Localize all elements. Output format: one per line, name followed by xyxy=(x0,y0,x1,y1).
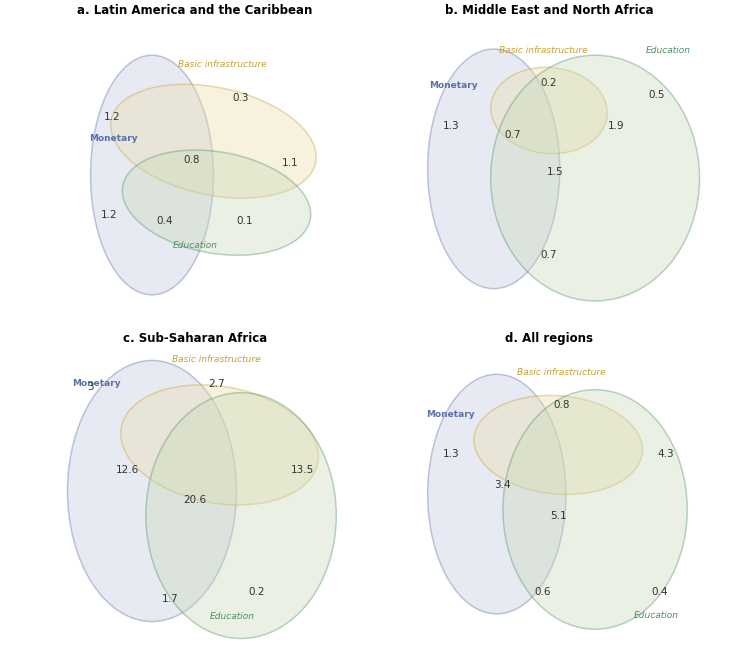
Text: 0.7: 0.7 xyxy=(504,130,520,140)
Ellipse shape xyxy=(491,67,607,153)
Ellipse shape xyxy=(503,390,687,629)
Text: 20.6: 20.6 xyxy=(184,495,207,505)
Ellipse shape xyxy=(122,150,311,255)
Text: 3.4: 3.4 xyxy=(495,480,511,490)
Text: 0.2: 0.2 xyxy=(248,588,265,597)
Ellipse shape xyxy=(121,385,318,505)
Text: 0.8: 0.8 xyxy=(553,400,570,410)
Title: b. Middle East and North Africa: b. Middle East and North Africa xyxy=(445,4,653,17)
Ellipse shape xyxy=(428,49,559,289)
Ellipse shape xyxy=(91,55,214,295)
Text: 0.2: 0.2 xyxy=(541,78,557,88)
Text: 1.1: 1.1 xyxy=(282,158,298,168)
Text: Education: Education xyxy=(173,241,217,250)
Title: d. All regions: d. All regions xyxy=(505,332,593,345)
Text: 0.1: 0.1 xyxy=(236,216,252,226)
Text: 12.6: 12.6 xyxy=(116,465,139,474)
Text: 1.9: 1.9 xyxy=(609,121,625,131)
Text: 1.2: 1.2 xyxy=(103,112,121,122)
Text: Basic infrastructure: Basic infrastructure xyxy=(498,46,587,55)
Text: 0.8: 0.8 xyxy=(184,155,200,164)
Text: Basic infrastructure: Basic infrastructure xyxy=(172,355,261,363)
Text: 1.3: 1.3 xyxy=(443,121,459,131)
Text: 1.2: 1.2 xyxy=(100,210,118,220)
Text: 0.4: 0.4 xyxy=(156,216,173,226)
Ellipse shape xyxy=(68,361,237,622)
Text: Education: Education xyxy=(645,46,690,55)
Text: 1.7: 1.7 xyxy=(162,594,179,603)
Text: 0.7: 0.7 xyxy=(541,250,557,260)
Text: Basic infrastructure: Basic infrastructure xyxy=(517,368,606,377)
Text: Basic infrastructure: Basic infrastructure xyxy=(179,60,267,69)
Title: a. Latin America and the Caribbean: a. Latin America and the Caribbean xyxy=(77,4,312,17)
Ellipse shape xyxy=(428,374,566,614)
Text: Education: Education xyxy=(634,611,679,620)
Ellipse shape xyxy=(490,55,699,301)
Title: c. Sub-Saharan Africa: c. Sub-Saharan Africa xyxy=(123,332,267,345)
Text: Monetary: Monetary xyxy=(429,82,478,90)
Text: 5.1: 5.1 xyxy=(550,511,566,520)
Text: 0.4: 0.4 xyxy=(651,588,668,597)
Ellipse shape xyxy=(474,395,643,494)
Text: 13.5: 13.5 xyxy=(291,465,314,474)
Text: 2.7: 2.7 xyxy=(208,378,225,388)
Text: Monetary: Monetary xyxy=(89,134,138,143)
Text: 1.5: 1.5 xyxy=(547,167,563,177)
Text: Education: Education xyxy=(209,613,254,621)
Text: 3: 3 xyxy=(87,382,94,392)
Text: Monetary: Monetary xyxy=(426,410,475,418)
Ellipse shape xyxy=(146,393,336,638)
Text: 0.6: 0.6 xyxy=(535,588,551,597)
Ellipse shape xyxy=(111,84,316,198)
Text: Monetary: Monetary xyxy=(72,379,121,388)
Text: 0.5: 0.5 xyxy=(648,90,665,100)
Text: 4.3: 4.3 xyxy=(658,449,674,459)
Text: 0.3: 0.3 xyxy=(233,93,249,103)
Text: 1.3: 1.3 xyxy=(443,449,459,459)
